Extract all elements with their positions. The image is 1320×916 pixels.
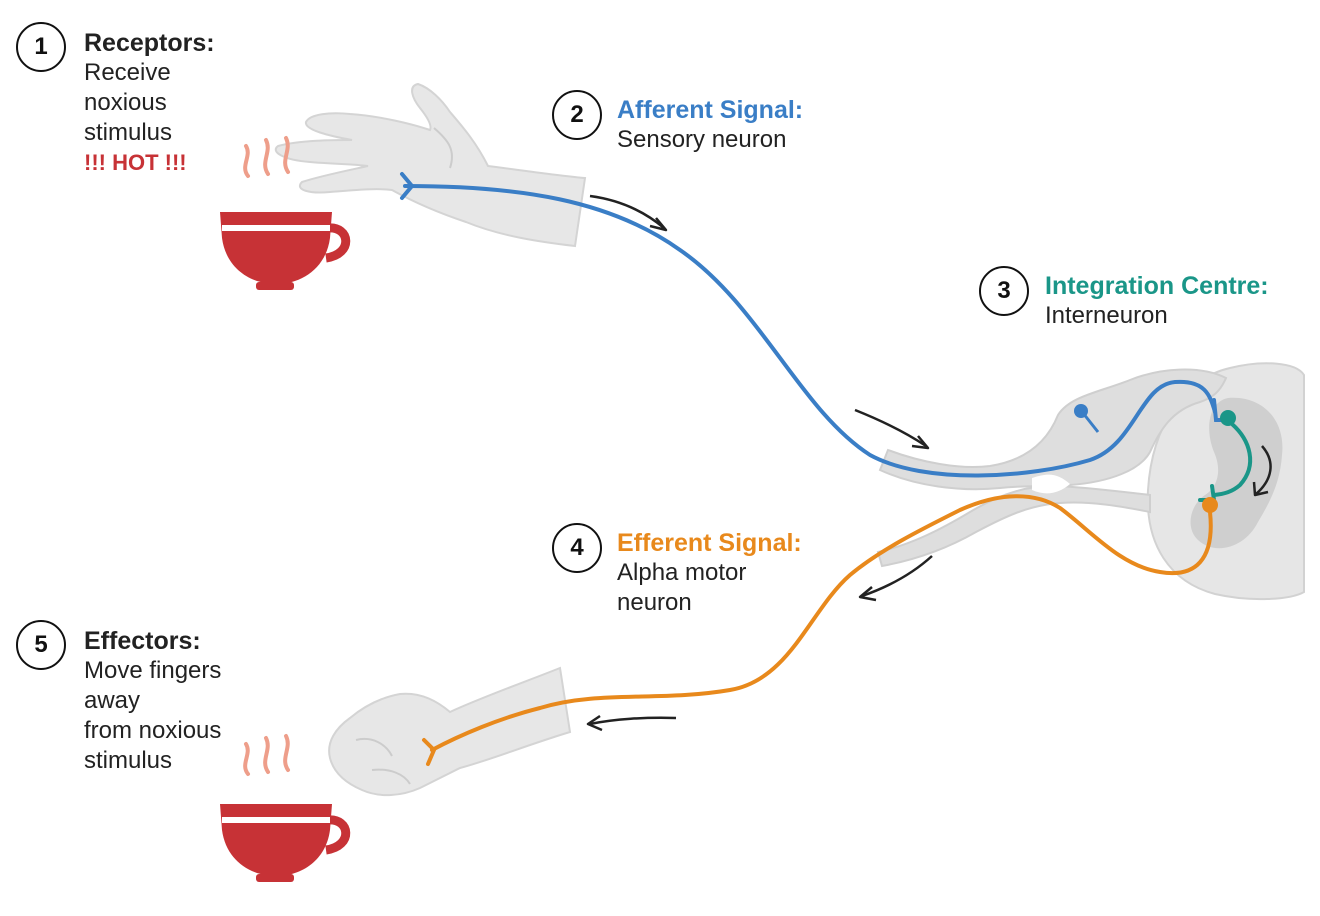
hot-alert: !!! HOT !!! [84, 150, 187, 175]
afferent-fiber [403, 184, 1217, 478]
step-4-number: 4 [552, 523, 602, 573]
step-4-line-2: neuron [617, 589, 692, 616]
step-5-title: Effectors: [84, 627, 201, 655]
hot-cup-icon [220, 136, 351, 290]
step-1-label: Receptors: Receive noxious stimulus !!! … [84, 28, 215, 178]
step-1-number: 1 [16, 22, 66, 72]
step-5-line-1: Move fingers [84, 657, 222, 684]
spinal-cord-icon [876, 362, 1305, 601]
receptor-ending [400, 172, 415, 200]
step-4-title: Efferent Signal: [617, 529, 802, 557]
efferent-fiber [430, 494, 1213, 752]
effector-ending [422, 738, 437, 766]
dorsal-root-ganglion-cell [1074, 404, 1088, 418]
step-2-label: Afferent Signal: Sensory neuron [617, 95, 803, 155]
step-5-line-2: away [84, 687, 141, 714]
root-junction [1032, 474, 1070, 494]
closed-fist-icon [328, 666, 572, 796]
hot-cup-icon [220, 734, 351, 882]
step-1-line-2: noxious [84, 89, 167, 116]
step-3-line-1: Interneuron [1045, 302, 1168, 329]
step-5-label: Effectors: Move fingers away from noxiou… [84, 626, 221, 776]
step-5-number: 5 [16, 620, 66, 670]
step-4-line-1: Alpha motor [617, 559, 747, 586]
step-1-line-1: Receive [84, 59, 171, 86]
step-5-line-3: from noxious [84, 717, 222, 744]
step-3-title: Integration Centre: [1045, 272, 1269, 300]
step-1-title: Receptors: [84, 29, 215, 57]
open-hand-icon [274, 82, 587, 248]
step-2-title: Afferent Signal: [617, 96, 804, 124]
step-5-line-4: stimulus [84, 747, 173, 774]
flow-arrow-icon [586, 194, 1272, 732]
step-2-number: 2 [552, 90, 602, 140]
step-3-label: Integration Centre: Interneuron [1045, 271, 1269, 331]
dorsal-root [878, 368, 1228, 491]
step-4-label: Efferent Signal: Alpha motor neuron [617, 528, 802, 618]
step-2-line-1: Sensory neuron [617, 126, 787, 153]
efferent-neuron [422, 494, 1218, 766]
step-1-line-3: stimulus [84, 119, 173, 146]
step-3-number: 3 [979, 266, 1029, 316]
